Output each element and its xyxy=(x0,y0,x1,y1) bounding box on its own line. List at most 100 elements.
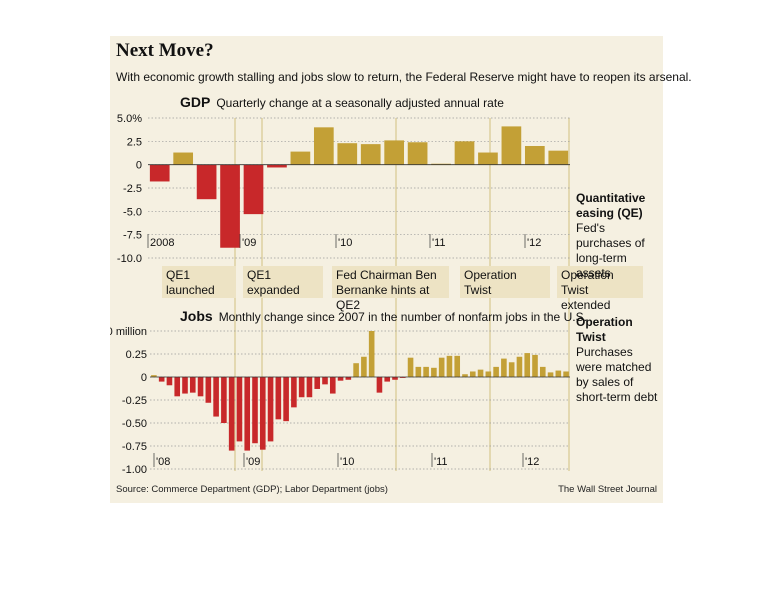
jobs-bar xyxy=(337,377,344,381)
jobs-bar xyxy=(174,377,181,397)
jobs-bar xyxy=(454,355,461,377)
gdp-x-tick-label: '10 xyxy=(338,237,352,249)
jobs-bar xyxy=(376,377,383,393)
jobs-bar xyxy=(329,377,336,394)
gdp-x-tick-label: '12 xyxy=(527,237,541,249)
gdp-bar xyxy=(384,140,405,165)
jobs-y-tick-label: -0.75 xyxy=(122,441,147,453)
gdp-bar xyxy=(173,152,194,165)
source-line: Source: Commerce Department (GDP); Labor… xyxy=(116,484,388,495)
jobs-bar xyxy=(291,377,297,408)
gdp-title: GDP xyxy=(180,94,211,110)
jobs-x-tick-label: '09 xyxy=(246,456,260,468)
jobs-bar xyxy=(322,377,328,385)
jobs-bar xyxy=(267,377,274,442)
gdp-y-tick-label: -10.0 xyxy=(117,253,142,265)
note-operation-twist: Operation Twist Purchases were matched b… xyxy=(576,315,662,405)
jobs-x-tick-label: '08 xyxy=(156,456,170,468)
jobs-bar xyxy=(392,377,398,380)
event-qe1-launched: QE1 launched xyxy=(162,266,236,298)
event-operation-twist-extended: Operation Twist extended xyxy=(557,266,643,312)
gdp-bar xyxy=(220,164,240,248)
note-twist-text: Purchases were matched by sales of short… xyxy=(576,345,658,404)
jobs-bar xyxy=(166,377,173,386)
gdp-bar xyxy=(337,143,358,165)
jobs-y-tick-label: 0.50 million xyxy=(110,326,147,338)
jobs-bar xyxy=(501,358,507,377)
jobs-bar xyxy=(151,375,157,377)
jobs-bar xyxy=(508,362,515,377)
jobs-bar xyxy=(236,377,243,442)
jobs-bar xyxy=(516,356,523,377)
jobs-bar xyxy=(259,377,266,450)
gdp-x-tick-label: '11 xyxy=(432,237,446,249)
event-qe1-expanded: QE1 expanded xyxy=(243,266,323,298)
jobs-bar xyxy=(407,357,414,377)
gdp-x-tick-label: '09 xyxy=(242,237,256,249)
jobs-bar xyxy=(345,377,352,380)
jobs-bar xyxy=(213,377,219,417)
note-quantitative-easing: Quantitative easing (QE) Fed's purchases… xyxy=(576,191,662,281)
jobs-bar xyxy=(314,377,321,389)
jobs-y-tick-label: 0 xyxy=(141,372,147,384)
headline: Next Move? xyxy=(116,40,214,61)
jobs-bar xyxy=(205,377,212,403)
event-label: Fed Chairman Ben Bernanke hints at QE2 xyxy=(336,268,437,312)
gdp-bar xyxy=(548,150,569,165)
jobs-bar xyxy=(493,366,499,377)
gdp-bar xyxy=(360,144,381,165)
jobs-bar xyxy=(423,366,429,377)
gdp-bar xyxy=(196,164,217,200)
event-label: Operation Twist extended xyxy=(561,268,614,312)
note-qe-title: Quantitative easing (QE) xyxy=(576,191,646,220)
event-label: Operation Twist xyxy=(464,268,517,297)
gdp-y-tick-label: 2.5 xyxy=(127,136,142,148)
note-qe-text: Fed's purchases of long-term assets xyxy=(576,221,645,280)
jobs-bar xyxy=(158,377,165,382)
jobs-bar xyxy=(539,366,546,377)
gdp-x-tick-label: 2008 xyxy=(150,237,174,249)
jobs-bar xyxy=(485,371,492,377)
gdp-bar xyxy=(454,141,475,165)
jobs-y-tick-label: -1.00 xyxy=(122,464,147,476)
gdp-bar xyxy=(478,152,498,165)
jobs-y-tick-label: 0.25 xyxy=(126,349,147,361)
jobs-x-tick-label: '10 xyxy=(340,456,354,468)
event-label: QE1 launched xyxy=(166,268,215,297)
jobs-bar xyxy=(182,377,188,394)
jobs-x-tick-label: '11 xyxy=(434,456,448,468)
jobs-bar xyxy=(563,371,569,377)
gdp-bar xyxy=(149,164,170,182)
jobs-bar xyxy=(221,377,227,423)
event-operation-twist: Operation Twist xyxy=(460,266,550,298)
jobs-bar xyxy=(462,374,468,377)
gdp-bar xyxy=(290,151,311,165)
gdp-bar xyxy=(267,164,287,168)
jobs-header: Jobs Monthly change since 2007 in the num… xyxy=(180,308,587,324)
jobs-bar xyxy=(368,331,375,377)
jobs-y-tick-label: -0.25 xyxy=(122,395,147,407)
jobs-x-tick-label: '12 xyxy=(525,456,539,468)
gdp-bar xyxy=(524,146,545,165)
jobs-bar xyxy=(547,372,554,377)
subhead: With economic growth stalling and jobs s… xyxy=(116,70,692,84)
jobs-bar xyxy=(353,363,359,377)
chart-canvas: 5.0% 2.5 0 -2.5 -5.0 -7.5 -10.0 2008 '09 '10 '11 '1… xyxy=(110,113,570,476)
jobs-bar xyxy=(477,369,484,377)
gdp-bar xyxy=(407,142,428,165)
jobs-bar xyxy=(228,377,235,451)
gdp-y-tick-label: -7.5 xyxy=(123,230,142,242)
event-qe2-hint: Fed Chairman Ben Bernanke hints at QE2 xyxy=(332,266,449,312)
graphic-panel: 5.0% 2.5 0 -2.5 -5.0 -7.5 -10.0 2008 '09 '10 '11 '1… xyxy=(110,36,692,503)
gdp-bar xyxy=(243,164,264,215)
jobs-bar xyxy=(283,377,289,422)
gdp-bar xyxy=(431,163,451,165)
jobs-bar xyxy=(384,377,391,382)
gdp-header: GDP Quarterly change at a seasonally adju… xyxy=(180,94,504,110)
event-label: QE1 expanded xyxy=(247,268,300,297)
jobs-bar xyxy=(361,356,367,377)
jobs-bar xyxy=(415,366,422,377)
gdp-y-tick-label: 5.0% xyxy=(117,113,142,125)
gdp-y-tick-label: -5.0 xyxy=(123,206,142,218)
jobs-bar xyxy=(524,353,531,377)
